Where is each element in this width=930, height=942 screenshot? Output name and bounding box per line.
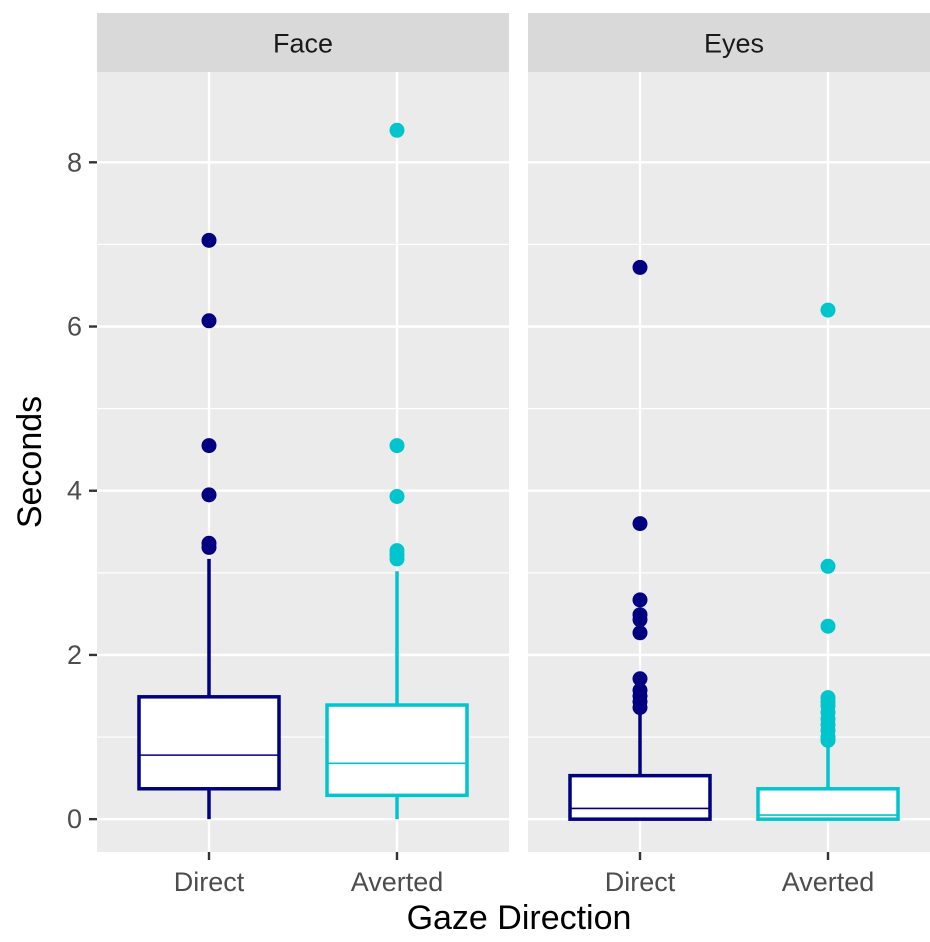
x-tick-label: Direct [605, 867, 676, 897]
outlier-point [632, 592, 648, 608]
box-averted [756, 302, 900, 821]
outlier-point [201, 438, 217, 454]
x-tick-label: Averted [782, 867, 875, 897]
box-direct [137, 232, 281, 820]
outlier-point [632, 516, 648, 532]
y-tick-label: 0 [67, 804, 82, 834]
outlier-point [820, 558, 836, 574]
outlier-point [632, 671, 648, 687]
strip-background [528, 13, 930, 72]
y-tick-label: 4 [67, 476, 82, 506]
box-body [568, 773, 712, 821]
box-body [325, 703, 469, 798]
box-direct [568, 259, 712, 821]
y-tick-label: 2 [67, 640, 82, 670]
y-axis-title: Seconds [11, 396, 49, 528]
panel-face: Face [97, 13, 509, 852]
x-tick-label: Averted [351, 867, 444, 897]
outlier-point [389, 488, 405, 504]
outlier-point [632, 612, 648, 628]
outlier-point [389, 551, 405, 567]
outlier-point [820, 618, 836, 634]
box-averted [325, 122, 469, 820]
y-tick-label: 8 [67, 147, 82, 177]
outlier-point [201, 539, 217, 555]
outlier-point [201, 232, 217, 248]
panel-background [528, 72, 930, 852]
y-tick-label: 6 [67, 312, 82, 342]
strip-label: Eyes [704, 29, 764, 59]
outlier-point [201, 487, 217, 503]
outlier-point [389, 122, 405, 138]
box-body [137, 695, 281, 791]
strip-background [97, 13, 509, 72]
panel-eyes: Eyes [528, 13, 930, 852]
panels-layer: Face Eyes [97, 13, 930, 852]
x-tick-label: Direct [174, 867, 245, 897]
box-body [756, 787, 900, 821]
outlier-point [820, 302, 836, 318]
outlier-point [389, 438, 405, 454]
outlier-point [201, 313, 217, 329]
outlier-point [820, 732, 836, 748]
axis-layer: Direct Averted Direct Averted 0 2 4 6 8 [67, 147, 874, 897]
outlier-point [632, 259, 648, 275]
outlier-point [632, 699, 648, 715]
x-axis-title: Gaze Direction [407, 899, 632, 937]
outlier-point [632, 625, 648, 641]
strip-label: Face [273, 29, 333, 59]
